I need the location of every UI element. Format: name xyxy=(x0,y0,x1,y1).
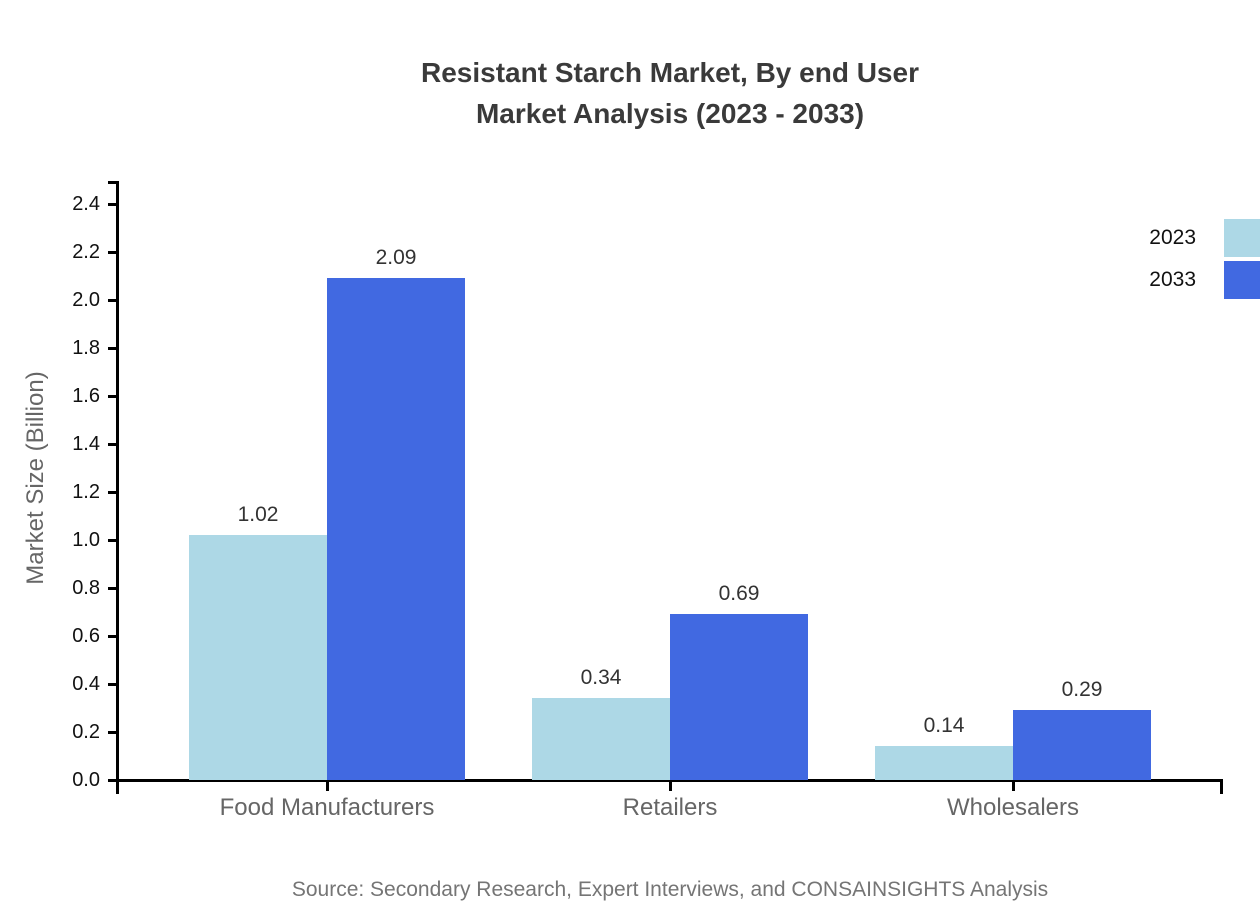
x-category-label: Retailers xyxy=(622,794,718,821)
chart-title: Resistant Starch Market, By end User Mar… xyxy=(118,52,1222,134)
bar-2023-0 xyxy=(189,535,327,780)
legend-item-2023: 2023 xyxy=(0,219,1260,257)
y-tick-label: 0.4 xyxy=(72,673,100,695)
bar-2033-0 xyxy=(327,278,465,780)
x-tick xyxy=(1012,780,1015,791)
y-tick xyxy=(108,443,117,446)
x-category-label: Food Manufacturers xyxy=(219,794,435,821)
x-axis-endcap xyxy=(1220,779,1223,794)
y-tick xyxy=(108,683,117,686)
bar-value-label: 0.69 xyxy=(718,582,760,605)
y-tick xyxy=(108,203,117,206)
chart-title-line1: Resistant Starch Market, By end User xyxy=(421,57,919,88)
y-tick xyxy=(108,347,117,350)
source-note: Source: Secondary Research, Expert Inter… xyxy=(291,878,1049,901)
y-tick xyxy=(108,587,117,590)
x-tick xyxy=(669,780,672,791)
y-axis-endcap xyxy=(108,181,117,184)
legend-label: 2033 xyxy=(1149,268,1196,291)
y-tick xyxy=(108,731,117,734)
y-tick-label: 1.4 xyxy=(72,433,100,455)
chart-title-line2: Market Analysis (2023 - 2033) xyxy=(475,98,865,129)
y-tick-label: 2.4 xyxy=(72,193,100,215)
y-tick-label: 1.0 xyxy=(72,529,100,551)
y-tick xyxy=(108,779,117,782)
legend-swatch xyxy=(1224,219,1260,257)
bar-value-label: 0.14 xyxy=(923,714,965,737)
bar-2023-2 xyxy=(875,746,1013,780)
x-category-label: Wholesalers xyxy=(946,794,1080,821)
y-tick-label: 2.0 xyxy=(72,289,100,311)
legend-label: 2023 xyxy=(1149,226,1196,249)
y-tick xyxy=(108,491,117,494)
x-tick xyxy=(326,780,329,791)
bar-value-label: 0.29 xyxy=(1061,678,1103,701)
y-tick-label: 1.2 xyxy=(72,481,100,503)
bar-value-label: 2.09 xyxy=(375,246,417,269)
y-tick xyxy=(108,251,117,254)
y-tick-label: 0.8 xyxy=(72,577,100,599)
y-tick-label: 0.0 xyxy=(72,769,100,791)
legend-swatch xyxy=(1224,261,1260,299)
bar-2033-1 xyxy=(670,614,808,780)
bar-2023-1 xyxy=(532,698,670,780)
bar-value-label: 1.02 xyxy=(237,503,279,526)
y-axis-line xyxy=(116,181,119,794)
y-tick-label: 2.2 xyxy=(72,241,100,263)
bar-value-label: 0.34 xyxy=(580,666,622,689)
x-axis-line xyxy=(108,779,1223,782)
y-tick-label: 1.6 xyxy=(72,385,100,407)
y-tick xyxy=(108,635,117,638)
y-tick xyxy=(108,395,117,398)
y-tick-label: 0.2 xyxy=(72,721,100,743)
bar-2033-2 xyxy=(1013,710,1151,780)
y-tick xyxy=(108,299,117,302)
y-tick-label: 0.6 xyxy=(72,625,100,647)
legend-item-2033: 2033 xyxy=(0,261,1260,299)
y-tick-label: 1.8 xyxy=(72,337,100,359)
y-tick xyxy=(108,539,117,542)
